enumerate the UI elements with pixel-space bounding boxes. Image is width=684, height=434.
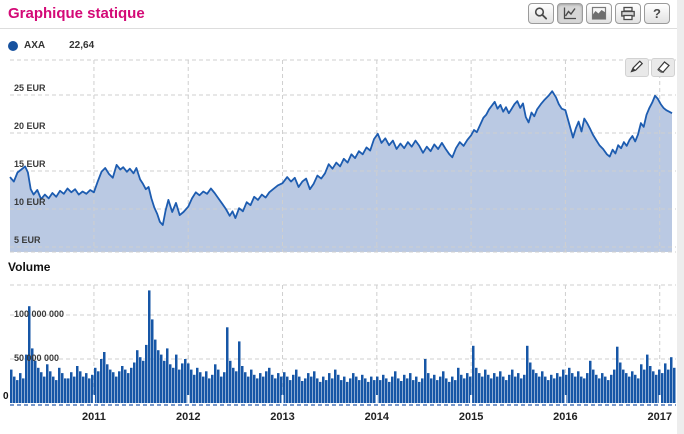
draw-annotation-button[interactable] xyxy=(625,58,649,77)
price-axis-label: 10 EUR xyxy=(14,197,46,207)
line-chart-button[interactable] xyxy=(557,3,583,24)
price-axis-label: 15 EUR xyxy=(14,159,46,169)
price-axis-label: 5 EUR xyxy=(14,235,41,245)
help-button[interactable]: ? xyxy=(644,3,670,24)
annotation-toolbar xyxy=(625,58,675,77)
print-button[interactable] xyxy=(615,3,641,24)
price-axis-label: 20 EUR xyxy=(14,121,46,131)
year-label: 2017 xyxy=(647,411,672,423)
magnifier-icon xyxy=(533,6,549,21)
pencil-icon xyxy=(629,59,646,76)
eraser-icon xyxy=(655,59,672,76)
zoom-button[interactable] xyxy=(528,3,554,24)
area-chart-button[interactable] xyxy=(586,3,612,24)
year-label: 2014 xyxy=(364,411,390,423)
printer-icon xyxy=(620,6,636,21)
line-chart-icon xyxy=(562,6,578,21)
year-label: 2016 xyxy=(553,411,578,423)
series-dot-icon xyxy=(8,40,18,51)
year-label: 2013 xyxy=(270,411,295,423)
volume-axis-label: 100 000 000 xyxy=(14,309,65,319)
series-name: AXA xyxy=(24,40,46,51)
erase-annotation-button[interactable] xyxy=(651,58,675,77)
year-label: 2011 xyxy=(81,411,106,423)
year-label: 2012 xyxy=(175,411,201,423)
series-last-value: 22,64 xyxy=(69,40,95,51)
chart-toolbar: ? xyxy=(528,3,670,24)
volume-zero-label: 0 xyxy=(3,391,9,402)
right-edge-gutter xyxy=(677,0,684,434)
page-title: Graphique statique xyxy=(8,5,145,22)
year-label: 2015 xyxy=(458,411,484,423)
volume-section-title: Volume xyxy=(8,260,51,274)
price-axis-label: 25 EUR xyxy=(14,83,46,93)
question-mark-icon: ? xyxy=(653,6,661,21)
header-separator xyxy=(0,28,684,29)
volume-axis-label: 50 000 000 xyxy=(14,353,60,363)
series-legend: AXA 22,64 xyxy=(8,40,94,51)
area-chart-icon xyxy=(591,6,607,21)
